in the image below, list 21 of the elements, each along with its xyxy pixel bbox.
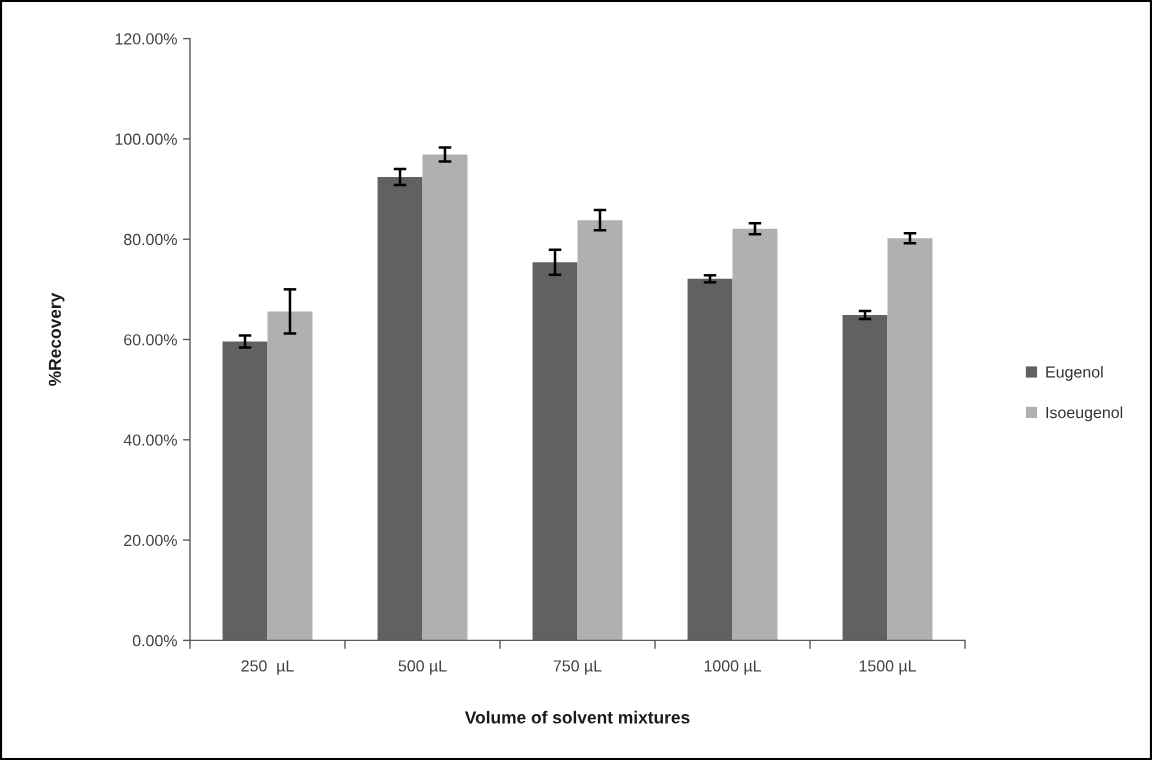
x-tick-label: 1000 µL (704, 660, 761, 675)
y-tick-label: 120.00% (115, 33, 177, 45)
y-tick-label: 60.00% (124, 334, 177, 346)
x-axis-title: Volume of solvent mixtures (464, 710, 690, 724)
x-tick-label: 1500 µL (859, 660, 916, 675)
bar (577, 220, 623, 641)
y-tick-label: 0.00% (132, 635, 177, 647)
x-tick-label: 250 µL (241, 660, 294, 675)
x-tick-label: 750 µL (553, 660, 602, 675)
bar (887, 238, 933, 641)
bar (422, 154, 468, 641)
y-axis-title: %Recovery (48, 292, 65, 386)
legend-label: Isoeugenol (1046, 406, 1123, 422)
y-tick-label: 40.00% (123, 434, 177, 446)
legend-label: Eugenol (1046, 366, 1103, 381)
y-tick-label: 100.00% (115, 133, 177, 145)
y-tick-label: 20.00% (124, 534, 177, 547)
bar (267, 311, 313, 641)
x-tick-label: 500 µL (398, 660, 447, 675)
y-tick-label: 80.00% (124, 233, 177, 246)
bar (732, 228, 778, 641)
